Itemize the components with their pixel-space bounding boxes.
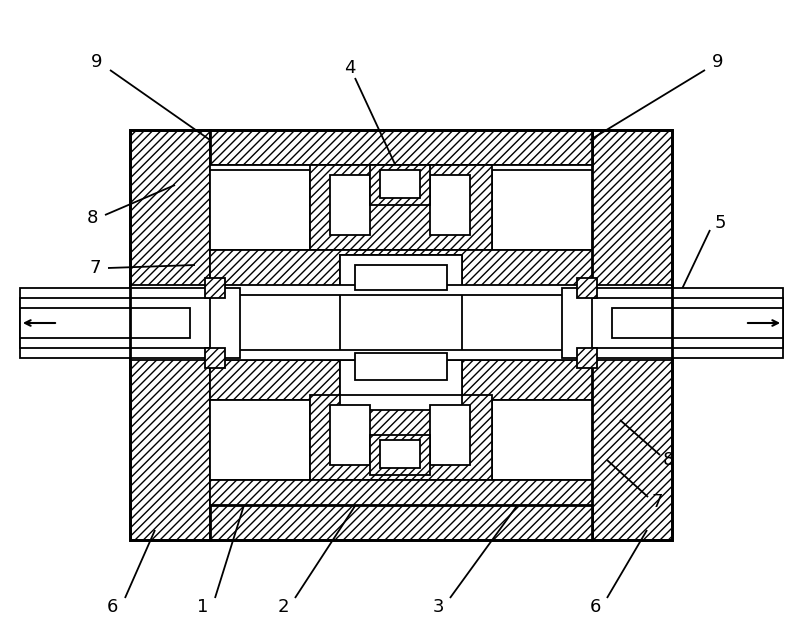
Bar — [592, 298, 783, 348]
Bar — [20, 288, 240, 358]
Text: 6: 6 — [106, 598, 118, 616]
Bar — [340, 360, 462, 395]
Bar — [430, 405, 470, 465]
Bar — [130, 130, 672, 540]
Bar — [380, 440, 420, 468]
Bar — [562, 288, 783, 358]
Bar — [130, 285, 672, 295]
Bar — [577, 348, 597, 368]
Bar — [210, 505, 592, 540]
Bar — [492, 400, 592, 480]
Bar — [592, 130, 672, 540]
Text: 3: 3 — [432, 598, 444, 616]
Bar — [370, 435, 430, 475]
Text: 7: 7 — [90, 259, 101, 277]
Text: 7: 7 — [651, 493, 662, 511]
Bar — [577, 278, 597, 298]
Bar — [370, 165, 430, 205]
Bar — [205, 278, 225, 298]
Text: 8: 8 — [86, 209, 98, 227]
Bar — [210, 400, 310, 480]
Bar — [20, 308, 190, 338]
Bar — [210, 130, 592, 165]
Bar — [130, 350, 672, 360]
Bar — [340, 255, 462, 290]
Bar — [210, 360, 592, 400]
Text: 5: 5 — [714, 214, 726, 232]
Bar — [210, 170, 310, 250]
Text: 8: 8 — [662, 451, 674, 469]
Bar — [430, 175, 470, 235]
Bar — [340, 255, 462, 410]
Bar — [380, 170, 420, 198]
Bar — [355, 265, 447, 290]
Bar — [492, 170, 592, 250]
Bar — [205, 348, 225, 368]
Bar — [210, 360, 592, 505]
Text: 9: 9 — [91, 53, 102, 71]
Bar — [130, 130, 210, 540]
Bar — [210, 480, 592, 505]
Bar — [355, 353, 447, 380]
Bar — [612, 308, 783, 338]
Bar — [310, 165, 492, 250]
Bar — [330, 405, 370, 465]
Bar — [20, 298, 210, 348]
Text: 4: 4 — [344, 59, 356, 77]
Text: 6: 6 — [590, 598, 601, 616]
Bar — [210, 250, 592, 290]
Text: 2: 2 — [278, 598, 289, 616]
Bar — [210, 165, 592, 290]
Bar — [330, 175, 370, 235]
Text: 1: 1 — [198, 598, 209, 616]
Text: 9: 9 — [712, 53, 724, 71]
Bar — [310, 395, 492, 480]
